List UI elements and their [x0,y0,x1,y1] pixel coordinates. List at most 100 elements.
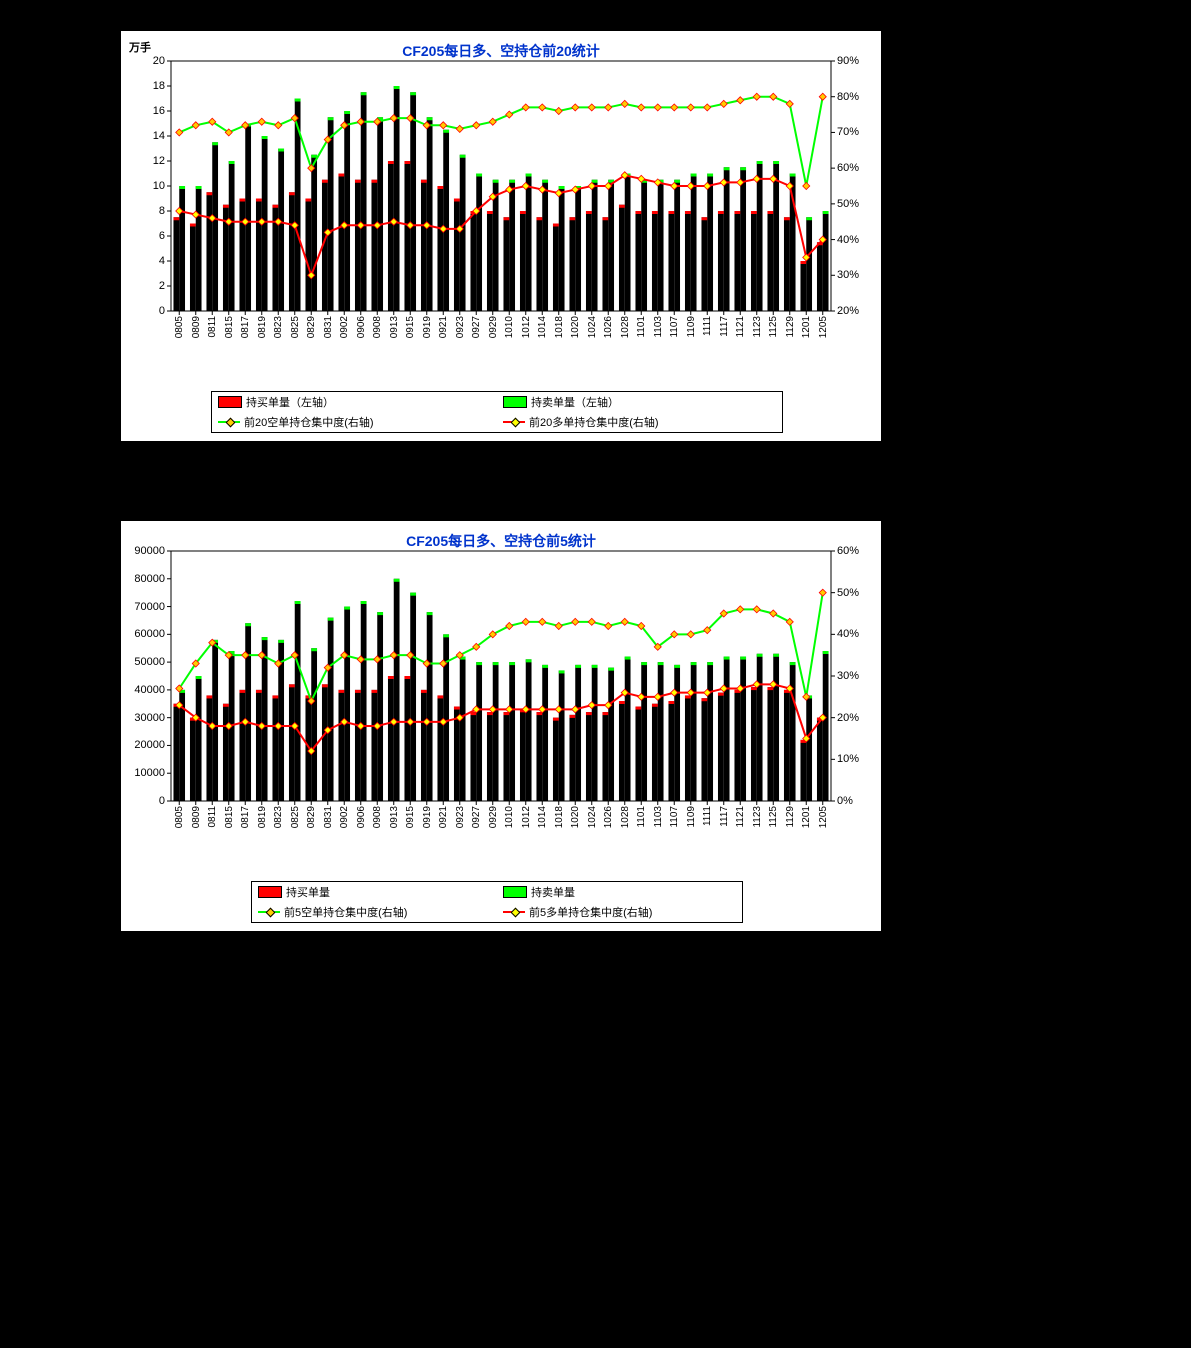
x-tick-label: 0815 [224,316,235,338]
x-tick-label: 0923 [455,316,466,338]
yleft-tick: 2 [121,280,165,292]
x-tick-label: 1024 [587,316,598,338]
yleft-tick: 20000 [121,739,165,751]
yleft-tick: 40000 [121,684,165,696]
x-tick-label: 1024 [587,806,598,828]
yleft-tick: 6 [121,230,165,242]
x-tick-label: 0908 [372,316,383,338]
x-tick-label: 0921 [438,806,449,828]
chart-panel-top20: CF205每日多、空持仓前20统计 万手 0805080908110815081… [120,30,882,442]
x-tick-label: 1028 [620,316,631,338]
x-tick-label: 0809 [191,316,202,338]
x-tick-label: 1026 [603,316,614,338]
x-tick-label: 0921 [438,316,449,338]
yleft-tick: 12 [121,155,165,167]
legend-swatch [503,396,527,408]
yleft-tick: 50000 [121,656,165,668]
x-tick-label: 1117 [719,806,730,827]
yright-tick: 0% [837,795,877,807]
yleft-tick: 18 [121,80,165,92]
x-tick-label: 0913 [389,806,400,828]
legend-item: 前20多单持仓集中度(右轴) [497,412,782,432]
yright-tick: 60% [837,162,877,174]
yleft-tick: 10000 [121,767,165,779]
yleft-tick: 16 [121,105,165,117]
x-tick-label: 0805 [174,316,185,338]
x-tick-label: 0915 [405,806,416,828]
yleft-tick: 10 [121,180,165,192]
x-tick-label: 0919 [422,316,433,338]
yleft-tick: 0 [121,795,165,807]
x-tick-label: 1201 [801,806,812,828]
legend-item: 前5多单持仓集中度(右轴) [497,902,742,922]
legend-label: 持买单量 [286,884,330,900]
chart-panel-top5: CF205每日多、空持仓前5统计 08050809081108150817081… [120,520,882,932]
yright-tick: 80% [837,91,877,103]
legend-label: 持买单量（左轴） [246,394,334,410]
yright-tick: 30% [837,269,877,281]
yright-tick: 60% [837,545,877,557]
chart2-plot [121,521,881,841]
x-tick-label: 1111 [702,316,713,336]
yright-tick: 70% [837,126,877,138]
yleft-tick: 80000 [121,573,165,585]
x-tick-label: 1101 [636,316,647,338]
x-tick-label: 0915 [405,316,416,338]
x-tick-label: 1014 [537,806,548,828]
x-tick-label: 0825 [290,806,301,828]
x-tick-label: 1125 [768,806,779,828]
x-tick-label: 0831 [323,806,334,828]
chart1-xlabels: 0805080908110815081708190823082508290831… [121,316,881,376]
x-tick-label: 1107 [669,806,680,828]
yright-tick: 30% [837,670,877,682]
yright-tick: 20% [837,712,877,724]
x-tick-label: 0829 [306,316,317,338]
x-tick-label: 1010 [504,806,515,828]
chart2-xlabels: 0805080908110815081708190823082508290831… [121,806,881,866]
x-tick-label: 0913 [389,316,400,338]
x-tick-label: 1109 [686,316,697,338]
yleft-tick: 70000 [121,601,165,613]
x-tick-label: 1028 [620,806,631,828]
yright-tick: 40% [837,234,877,246]
x-tick-label: 0902 [339,316,350,338]
x-tick-label: 1010 [504,316,515,338]
page: CF205每日多、空持仓前20统计 万手 0805080908110815081… [0,0,1191,1348]
yright-tick: 50% [837,198,877,210]
x-tick-label: 1129 [785,806,796,828]
x-tick-label: 0811 [207,316,218,338]
x-tick-label: 1205 [818,316,829,338]
yleft-tick: 20 [121,55,165,67]
x-tick-label: 1121 [735,316,746,338]
chart1-plot [121,31,881,351]
x-tick-label: 0809 [191,806,202,828]
chart2-legend: 持买单量 持卖单量前5空单持仓集中度(右轴)前5多单持仓集中度(右轴) [251,881,743,923]
x-tick-label: 0815 [224,806,235,828]
x-tick-label: 1018 [554,316,565,338]
x-tick-label: 0817 [240,806,251,828]
x-tick-label: 0902 [339,806,350,828]
x-tick-label: 0823 [273,806,284,828]
legend-item: 持卖单量 [497,882,742,902]
x-tick-label: 0929 [488,316,499,338]
chart1-legend: 持买单量（左轴） 持卖单量（左轴） 前20空单持仓集中度(右轴) 前20多单持仓集中度… [211,391,783,433]
x-tick-label: 0929 [488,806,499,828]
legend-label: 持卖单量（左轴） [531,394,619,410]
legend-item: 前5空单持仓集中度(右轴) [252,902,497,922]
x-tick-label: 1123 [752,806,763,828]
yright-tick: 40% [837,628,877,640]
x-tick-label: 1125 [768,316,779,338]
x-tick-label: 0831 [323,316,334,338]
legend-label: 前20空单持仓集中度(右轴) [244,414,374,430]
x-tick-label: 0811 [207,806,218,828]
x-tick-label: 1026 [603,806,614,828]
x-tick-label: 1020 [570,806,581,828]
x-tick-label: 0819 [257,806,268,828]
x-tick-label: 1201 [801,316,812,338]
x-tick-label: 1111 [702,806,713,826]
x-tick-label: 1020 [570,316,581,338]
yright-tick: 50% [837,587,877,599]
yright-tick: 20% [837,305,877,317]
legend-label: 前20多单持仓集中度(右轴) [529,414,659,430]
legend-swatch [218,396,242,408]
